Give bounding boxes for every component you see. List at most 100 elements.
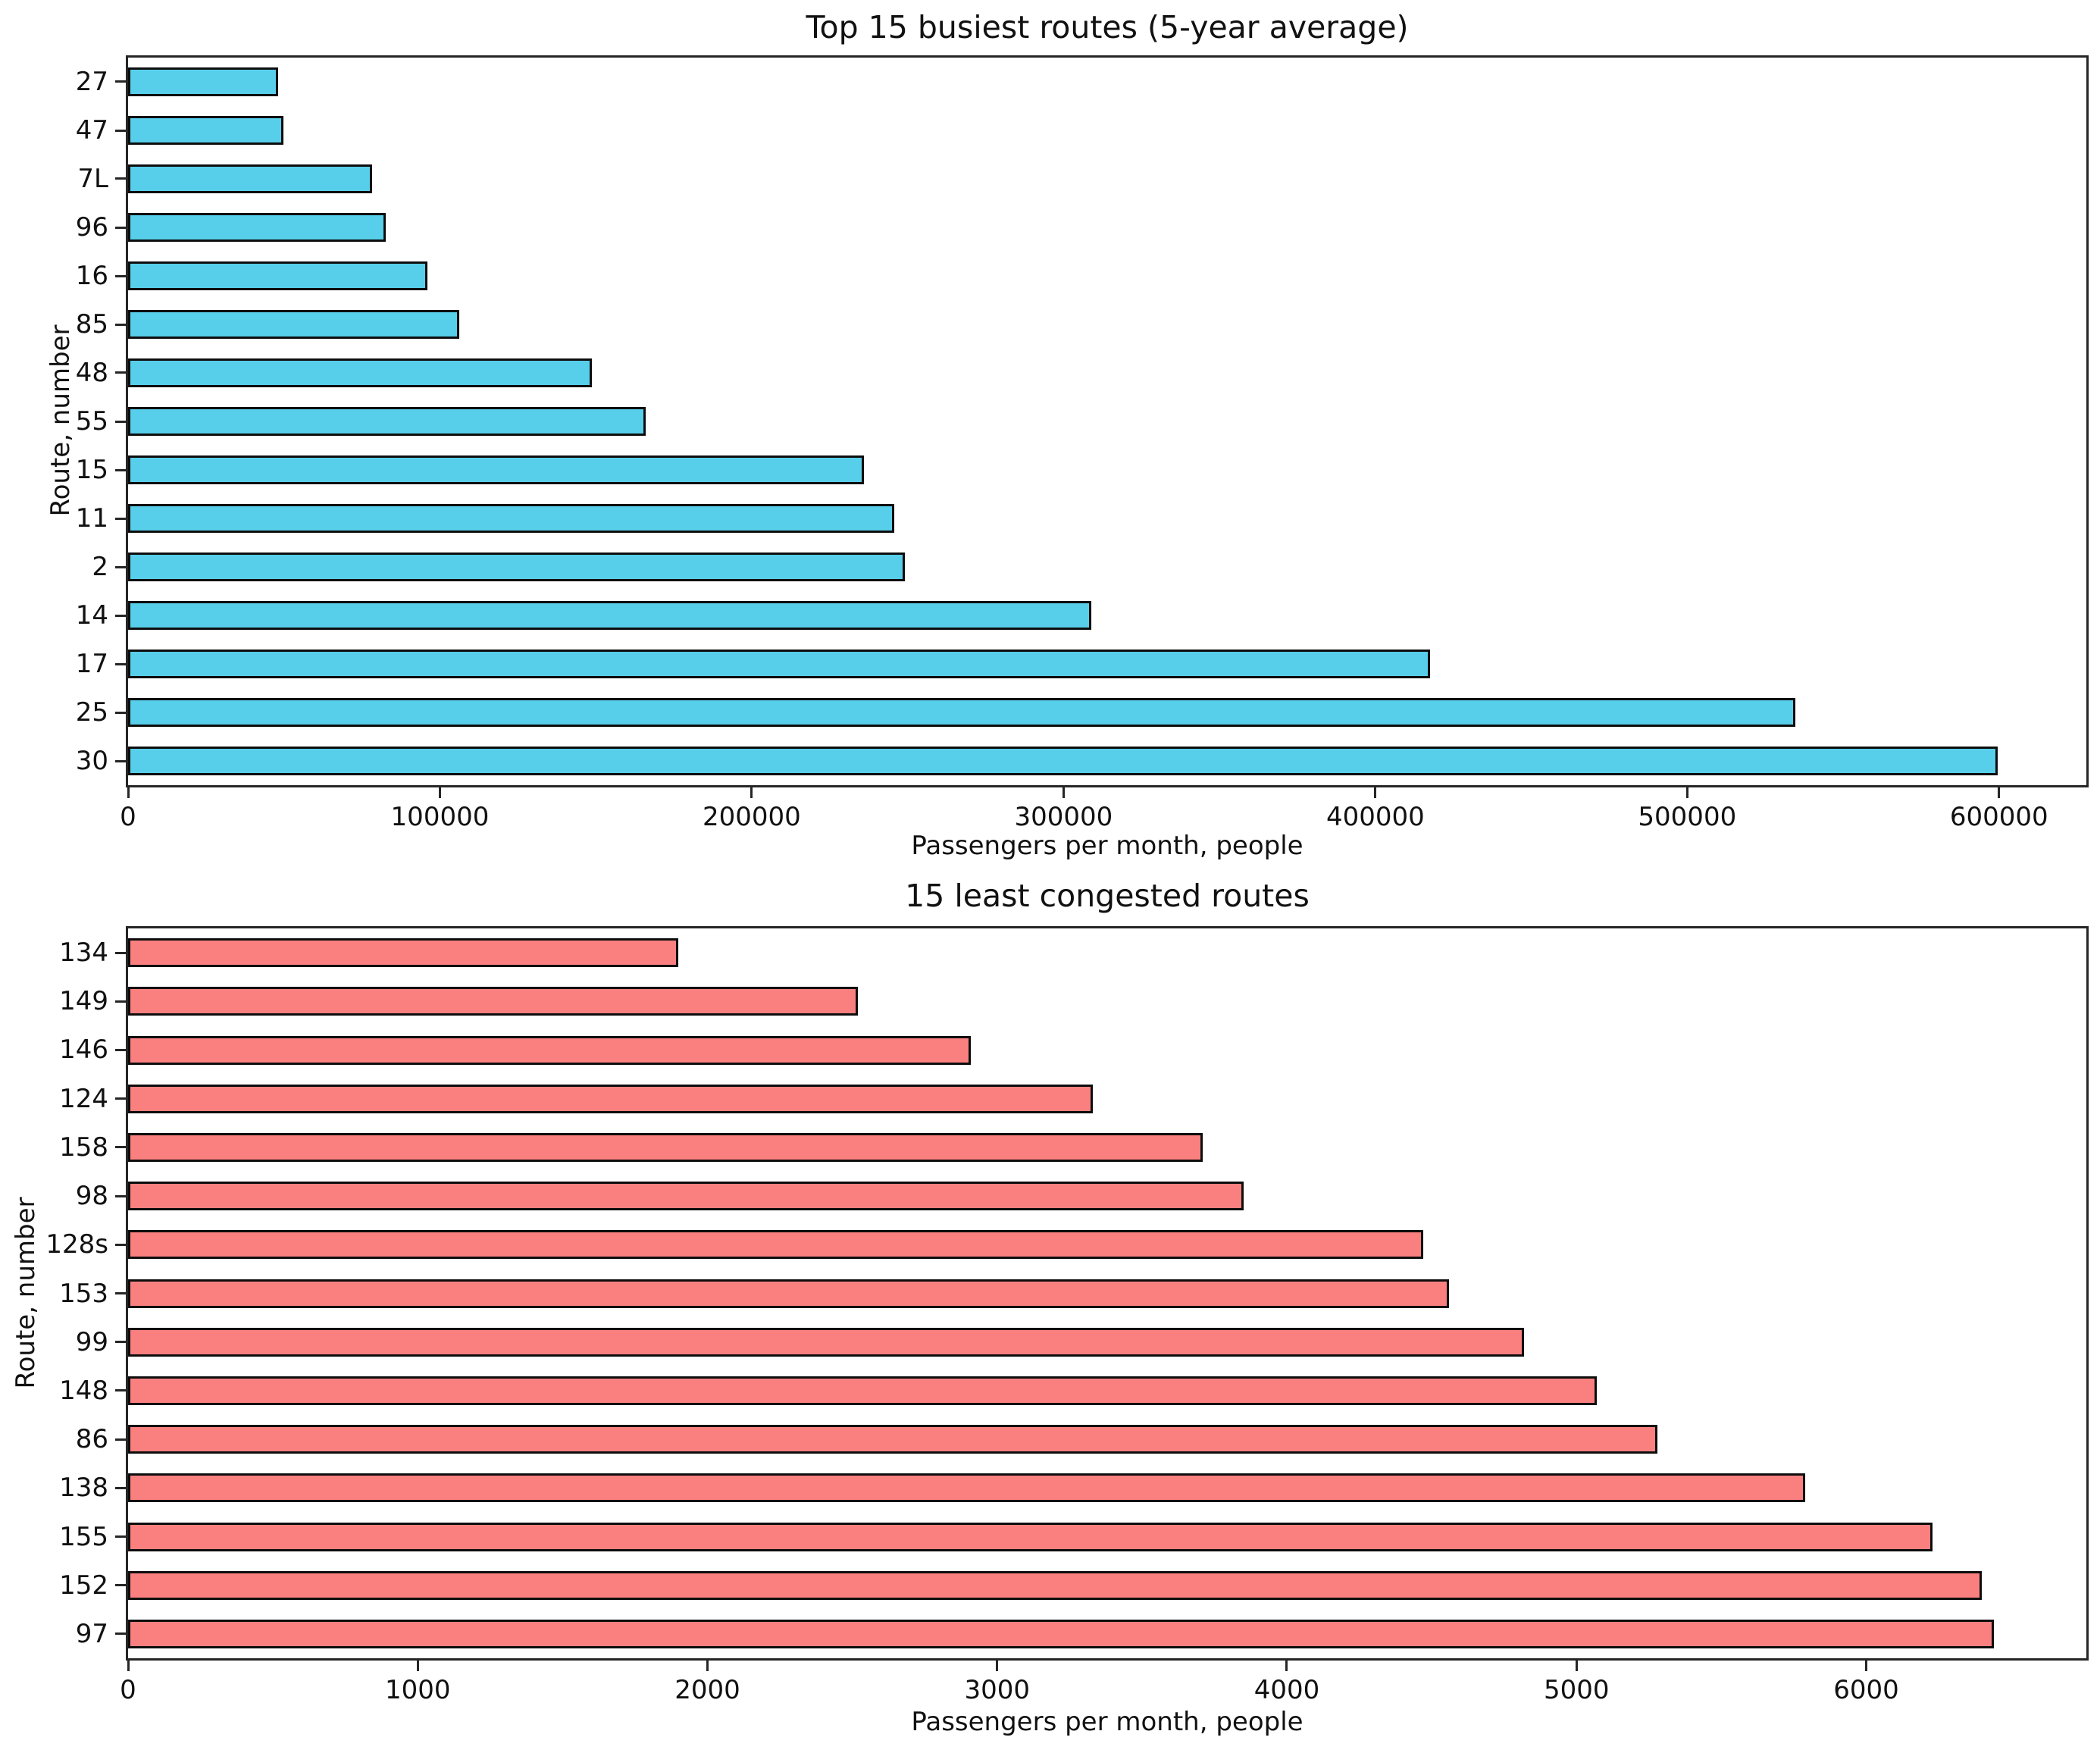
y-tick-label-27: 27 bbox=[75, 67, 108, 97]
x-tick-mark bbox=[750, 787, 753, 798]
y-axis-label-bottom: Route, number bbox=[11, 1197, 41, 1389]
bar-route-146 bbox=[128, 1035, 972, 1065]
y-tick-mark bbox=[115, 614, 126, 617]
x-tick-label-300000: 300000 bbox=[1014, 802, 1113, 832]
bars-container-bottom bbox=[128, 928, 2086, 1658]
x-tick-mark bbox=[1685, 787, 1688, 798]
y-tick-mark bbox=[115, 1146, 126, 1149]
y-tick-mark bbox=[115, 951, 126, 954]
x-tick-mark bbox=[1575, 1661, 1578, 1671]
bar-row bbox=[128, 1366, 2086, 1415]
y-tick-label-55: 55 bbox=[75, 406, 108, 437]
y-tick-label-138: 138 bbox=[59, 1473, 108, 1504]
y-tick-mark bbox=[115, 1438, 126, 1441]
x-tick-mark bbox=[1864, 1661, 1867, 1671]
x-tick-label-4000: 4000 bbox=[1253, 1675, 1320, 1705]
y-tick-label-86: 86 bbox=[75, 1424, 108, 1455]
bar-row bbox=[128, 252, 2086, 300]
x-tick-mark bbox=[1285, 1661, 1288, 1671]
x-axis-label-bottom: Passengers per month, people bbox=[911, 1707, 1304, 1737]
bar-row bbox=[128, 300, 2086, 349]
bar-route-85 bbox=[128, 310, 459, 339]
y-tick-label-96: 96 bbox=[75, 212, 108, 243]
y-tick-mark bbox=[115, 1048, 126, 1051]
y-tick-label-85: 85 bbox=[75, 309, 108, 340]
bar-row bbox=[128, 1610, 2086, 1658]
bar-route-55 bbox=[128, 407, 646, 436]
bar-row bbox=[128, 58, 2086, 106]
bar-route-48 bbox=[128, 358, 593, 387]
bar-route-124 bbox=[128, 1084, 1093, 1113]
y-tick-mark bbox=[115, 1632, 126, 1636]
bar-row bbox=[128, 1025, 2086, 1074]
x-tick-label-1000: 1000 bbox=[384, 1675, 451, 1705]
bar-row bbox=[128, 543, 2086, 591]
x-tick-mark bbox=[1374, 787, 1377, 798]
y-tick-mark bbox=[115, 129, 126, 132]
bar-row bbox=[128, 397, 2086, 446]
bar-row bbox=[128, 977, 2086, 1025]
y-tick-mark bbox=[115, 565, 126, 568]
bar-row bbox=[128, 494, 2086, 543]
y-tick-mark bbox=[115, 1389, 126, 1392]
y-tick-mark bbox=[115, 371, 126, 374]
bar-row bbox=[128, 1172, 2086, 1220]
bar-route-99 bbox=[128, 1327, 1525, 1357]
bar-row bbox=[128, 1415, 2086, 1463]
bar-route-17 bbox=[128, 650, 1431, 678]
bar-route-7L bbox=[128, 164, 373, 193]
y-tick-mark bbox=[115, 468, 126, 471]
bar-route-47 bbox=[128, 116, 284, 145]
bar-route-149 bbox=[128, 987, 859, 1016]
y-axis-label-top: Route, number bbox=[45, 324, 76, 517]
y-tick-label-17: 17 bbox=[75, 649, 108, 679]
y-tick-label-158: 158 bbox=[59, 1132, 108, 1163]
plot-area-top: 27 47 7L 96 16 85 48 55 15 11 2 14 17 25 30 0 100000 2000… bbox=[76, 55, 2089, 832]
y-tick-label-146: 146 bbox=[59, 1035, 108, 1066]
y-tick-mark bbox=[115, 1194, 126, 1197]
bar-row bbox=[128, 1220, 2086, 1269]
y-tick-mark bbox=[115, 226, 126, 229]
bar-row bbox=[128, 688, 2086, 737]
bar-row bbox=[128, 1123, 2086, 1172]
bar-route-15 bbox=[128, 455, 865, 484]
bar-row bbox=[128, 1512, 2086, 1560]
y-tick-mark bbox=[115, 1535, 126, 1538]
y-tick-mark bbox=[115, 1584, 126, 1587]
bar-row bbox=[128, 1318, 2086, 1366]
bar-route-98 bbox=[128, 1182, 1244, 1211]
y-tick-label-30: 30 bbox=[75, 746, 108, 776]
x-tick-mark bbox=[706, 1661, 709, 1671]
y-tick-label-152: 152 bbox=[59, 1570, 108, 1601]
y-tick-label-7L: 7L bbox=[77, 163, 108, 194]
x-tick-mark bbox=[996, 1661, 999, 1671]
y-tick-mark bbox=[115, 177, 126, 180]
y-tick-mark bbox=[115, 711, 126, 714]
y-tick-mark bbox=[115, 759, 126, 762]
x-tick-mark bbox=[127, 1661, 130, 1671]
x-tick-label-2000: 2000 bbox=[674, 1675, 740, 1705]
y-tick-mark bbox=[115, 517, 126, 520]
y-tick-label-128s: 128s bbox=[45, 1229, 108, 1260]
x-tick-mark bbox=[438, 787, 441, 798]
y-tick-mark bbox=[115, 662, 126, 665]
y-tick-mark bbox=[115, 1341, 126, 1344]
y-tick-mark bbox=[115, 323, 126, 326]
bar-row bbox=[128, 106, 2086, 155]
x-tick-label-5000: 5000 bbox=[1543, 1675, 1610, 1705]
bar-route-11 bbox=[128, 504, 894, 533]
bar-route-27 bbox=[128, 67, 279, 96]
y-tick-label-47: 47 bbox=[75, 115, 108, 146]
x-tick-label-6000: 6000 bbox=[1833, 1675, 1899, 1705]
y-tick-label-124: 124 bbox=[59, 1083, 108, 1114]
bar-row bbox=[128, 591, 2086, 640]
y-tick-mark bbox=[115, 1292, 126, 1294]
bar-route-97 bbox=[128, 1619, 1994, 1648]
y-tick-label-98: 98 bbox=[75, 1181, 108, 1212]
bar-row bbox=[128, 155, 2086, 203]
x-tick-label-0: 0 bbox=[120, 802, 136, 832]
y-tick-mark bbox=[115, 1097, 126, 1100]
y-tick-label-155: 155 bbox=[59, 1521, 108, 1552]
plot-area-bottom: 134 149 146 124 158 98 128s 153 99 148 86 138 155 152… bbox=[45, 926, 2089, 1705]
